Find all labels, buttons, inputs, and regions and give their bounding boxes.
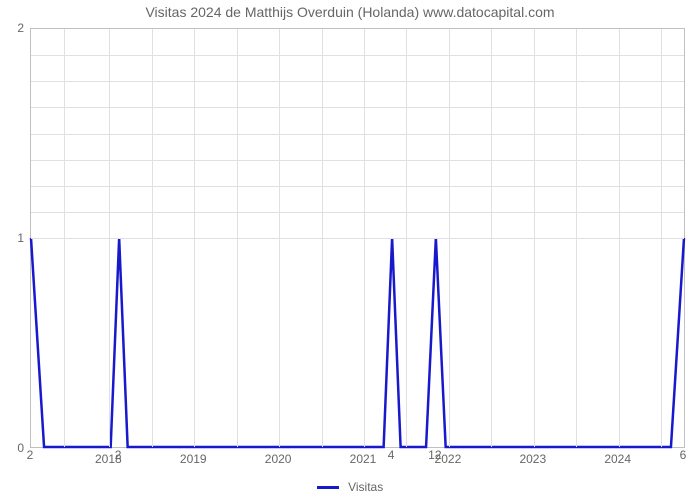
plot-area — [30, 28, 685, 448]
grid-h-minor — [31, 55, 684, 56]
grid-h-minor — [31, 186, 684, 187]
legend: Visitas — [0, 479, 700, 494]
legend-swatch — [317, 486, 339, 489]
chart-container: Visitas 2024 de Matthijs Overduin (Holan… — [0, 0, 700, 500]
x-tick-label: 2023 — [519, 452, 546, 466]
legend-label: Visitas — [348, 480, 383, 494]
data-point-label: 6 — [680, 448, 687, 462]
x-tick-label: 2019 — [180, 452, 207, 466]
grid-h-minor — [31, 81, 684, 82]
data-point-label: 4 — [388, 448, 395, 462]
data-point-label: 2 — [27, 448, 34, 462]
chart-title: Visitas 2024 de Matthijs Overduin (Holan… — [0, 4, 700, 20]
x-tick-label: 2021 — [350, 452, 377, 466]
y-tick-0: 0 — [4, 441, 24, 455]
grid-h — [31, 238, 684, 239]
x-tick-label: 2020 — [265, 452, 292, 466]
data-point-label: 12 — [428, 448, 441, 462]
data-point-label: 2 — [115, 448, 122, 462]
x-tick-label: 2024 — [604, 452, 631, 466]
series-line — [31, 238, 684, 447]
grid-h-minor — [31, 107, 684, 108]
grid-h-minor — [31, 212, 684, 213]
grid-h-minor — [31, 134, 684, 135]
grid-h-minor — [31, 160, 684, 161]
y-tick-1: 1 — [4, 231, 24, 245]
y-tick-2: 2 — [4, 21, 24, 35]
